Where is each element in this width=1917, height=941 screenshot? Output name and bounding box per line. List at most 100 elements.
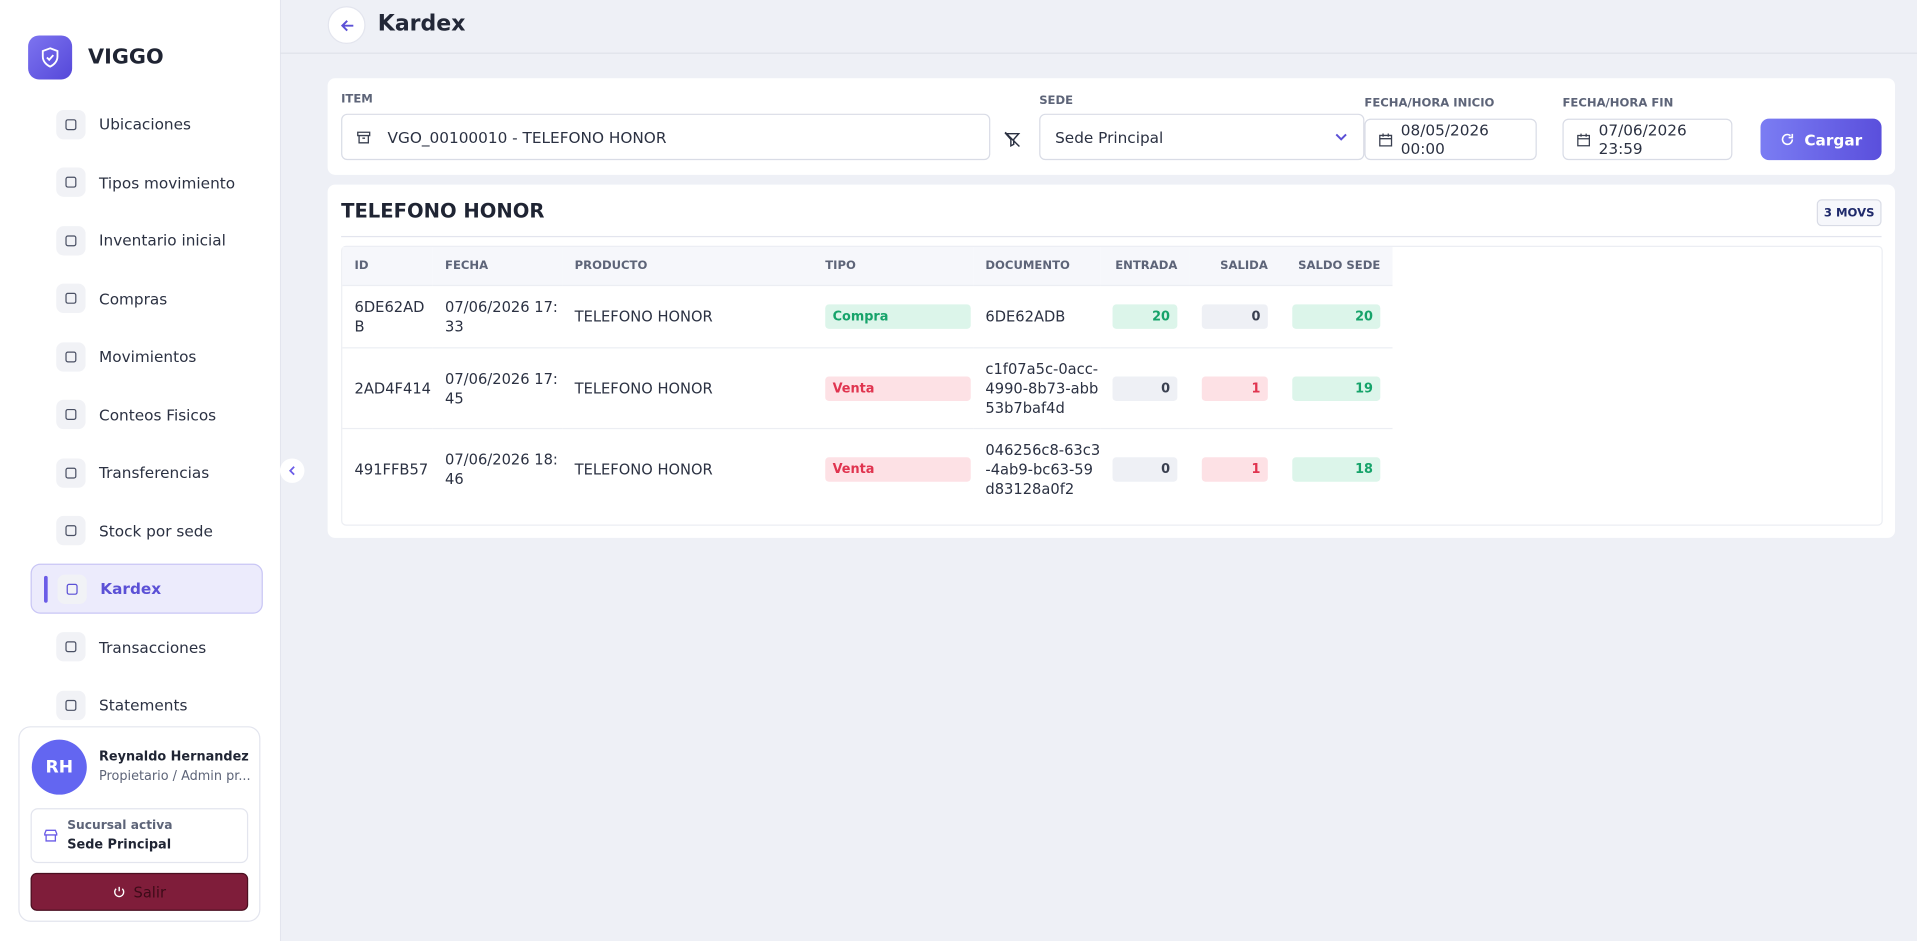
column-header: DOCUMENTO: [973, 246, 1101, 286]
number-pill: 0: [1112, 375, 1178, 401]
nav-icon: [56, 341, 86, 372]
number-cell: 18: [1280, 427, 1393, 510]
nav-label: Conteos Fisicos: [99, 405, 217, 424]
start-label: FECHA/HORA INICIO: [1364, 96, 1495, 111]
nav-icon: [56, 167, 86, 197]
cell: 046256c8-63c3-4ab9-bc63-59d83128a0f2: [973, 427, 1101, 510]
cell: TELEFONO HONOR: [562, 427, 814, 510]
table-row: 491FFB57 07/06/2026 18:46 TELEFONO HONOR Ve…: [342, 427, 1393, 510]
number-cell: 19: [1280, 347, 1393, 429]
nav-item[interactable]: Compras: [31, 273, 263, 323]
nav-item[interactable]: Tipos movimiento: [31, 157, 263, 207]
nav-label: Compras: [99, 289, 168, 308]
collapse-toggle[interactable]: [279, 458, 305, 483]
nav-label: Statements: [99, 695, 188, 714]
logo-icon: [41, 47, 59, 68]
nav-icon: [57, 574, 87, 604]
nav-label: Kardex: [100, 579, 162, 598]
table-frame: ID FECHA PRODUCTO TIPO DOCUMENTO ENTRADA SALID…: [341, 245, 1883, 526]
sede-value: Sede Principal: [1055, 127, 1164, 147]
avatar: RH: [31, 739, 87, 795]
item-input[interactable]: VGO_00100010 - TELEFONO HONOR: [341, 113, 991, 161]
nav-icon: [56, 225, 86, 255]
sede-label: SEDE: [1039, 94, 1074, 108]
cell: 6DE62ADB: [973, 284, 1101, 348]
glyph: [65, 292, 77, 304]
cell: 07/06/2026 17:33: [432, 284, 563, 348]
start-value: 08/05/2026 00:00: [1400, 121, 1489, 158]
cell: c1f07a5c-0acc-4990-8b73-abb53b7baf4d: [973, 347, 1101, 429]
box-icon: [357, 130, 371, 143]
end-value: 07/06/2026 23:59: [1598, 121, 1687, 158]
cell: 2AD4F414: [342, 347, 433, 429]
user-role: Propietario / Admin pr...: [99, 769, 251, 784]
nav-label: Movimientos: [99, 347, 197, 366]
cell: TELEFONO HONOR: [562, 284, 814, 348]
number-pill: 20: [1112, 304, 1178, 329]
logo: [28, 35, 73, 80]
start-input[interactable]: 08/05/2026 00:00: [1364, 118, 1537, 161]
column-header: PRODUCTO: [562, 246, 814, 286]
glyph: [65, 641, 77, 653]
glyph: [65, 525, 77, 537]
dropdown-icon: [1335, 133, 1347, 141]
nav-label: Transacciones: [99, 637, 207, 656]
item-value: VGO_00100010 - TELEFONO HONOR: [387, 127, 667, 147]
result-title: TELEFONO HONOR: [341, 199, 545, 223]
glyph: [65, 350, 77, 362]
nav-label: Transferencias: [99, 463, 210, 482]
nav-icon: [56, 515, 86, 546]
glyph: [66, 583, 78, 595]
type-cell: Venta: [813, 347, 974, 429]
load-button[interactable]: Cargar: [1760, 118, 1882, 161]
clear-filter[interactable]: [1004, 131, 1021, 148]
nav-item[interactable]: Transferencias: [31, 447, 263, 497]
type-pill: Venta: [825, 456, 971, 482]
cell: 07/06/2026 18:46: [432, 427, 563, 510]
column-header: SALIDA: [1189, 246, 1281, 286]
nav-item[interactable]: Statements: [31, 680, 263, 730]
type-cell: Venta: [813, 427, 974, 510]
result-card: TELEFONO HONOR 3 MOVS ID FECHA PRODUCTO TIP…: [327, 184, 1895, 538]
logout-button[interactable]: Salir: [30, 872, 249, 911]
nav-icon: [56, 109, 86, 139]
cell: 07/06/2026 17:45: [432, 347, 563, 429]
nav-icon: [56, 457, 86, 488]
nav-item[interactable]: Movimientos: [31, 331, 263, 381]
filter-card: ITEM VGO_00100010 - TELEFONO HONOR SEDE …: [327, 78, 1895, 175]
number-cell: 1: [1189, 427, 1281, 510]
number-cell: 20: [1280, 284, 1393, 348]
nav-label: Stock por sede: [99, 521, 213, 540]
number-pill: 0: [1112, 456, 1178, 482]
cell: 491FFB57: [342, 427, 433, 510]
nav-label: Inventario inicial: [99, 231, 226, 250]
header-divider: [279, 52, 1917, 54]
refresh-icon: [1781, 133, 1793, 146]
number-cell: 20: [1100, 284, 1190, 348]
nav-item[interactable]: Ubicaciones: [31, 99, 263, 149]
number-cell: 0: [1100, 347, 1190, 429]
glyph: [65, 467, 77, 479]
kardex-table: ID FECHA PRODUCTO TIPO DOCUMENTO ENTRADA SALID…: [342, 246, 1393, 510]
user-name: Reynaldo Hernandez: [99, 749, 249, 765]
column-header: ENTRADA: [1100, 246, 1190, 286]
nav-icon: [56, 283, 86, 313]
cell: 6DE62ADB: [342, 284, 433, 348]
nav-item[interactable]: Stock por sede: [31, 506, 263, 556]
sede-select[interactable]: Sede Principal: [1039, 113, 1365, 161]
nav-item[interactable]: Kardex: [30, 563, 263, 614]
brand: VIGGO: [88, 45, 164, 70]
column-header: FECHA: [432, 246, 563, 286]
number-pill: 0: [1201, 304, 1268, 329]
number-cell: 0: [1189, 284, 1281, 348]
nav-item[interactable]: Inventario inicial: [31, 215, 263, 265]
branch-icon: [44, 829, 58, 842]
nav-item[interactable]: Transacciones: [31, 622, 263, 672]
number-pill: 1: [1201, 375, 1268, 401]
end-input[interactable]: 07/06/2026 23:59: [1562, 118, 1733, 161]
nav-item[interactable]: Conteos Fisicos: [31, 389, 263, 439]
branch-name: Sede Principal: [67, 837, 172, 853]
back-button[interactable]: [327, 6, 366, 45]
